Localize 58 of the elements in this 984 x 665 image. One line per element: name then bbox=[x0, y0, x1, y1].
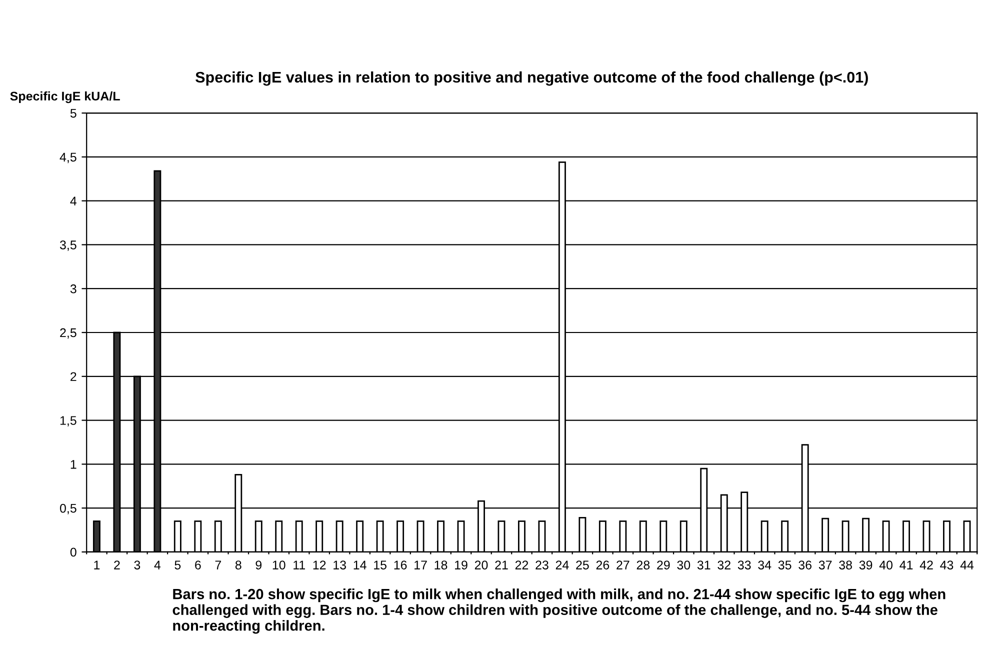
x-tick-label: 34 bbox=[758, 560, 772, 570]
y-tick-label: 3 bbox=[70, 284, 76, 294]
x-tick-label: 12 bbox=[313, 560, 326, 570]
x-tick-label: 4 bbox=[154, 560, 161, 570]
x-tick-label: 36 bbox=[798, 560, 812, 570]
x-tick-label: 7 bbox=[215, 560, 221, 570]
x-tick-label: 1 bbox=[94, 560, 100, 570]
x-tick-label: 27 bbox=[616, 560, 630, 570]
y-tick-label: 0,5 bbox=[60, 504, 76, 514]
x-tick-label: 44 bbox=[960, 560, 974, 570]
x-tick-label: 21 bbox=[495, 560, 508, 570]
x-tick-label: 30 bbox=[677, 560, 690, 570]
x-tick-label: 23 bbox=[536, 560, 548, 570]
x-tick-label: 38 bbox=[839, 560, 852, 570]
y-tick-label: 0 bbox=[70, 548, 76, 557]
x-tick-label: 10 bbox=[272, 560, 286, 570]
x-tick-label: 3 bbox=[134, 560, 140, 570]
x-tick-label: 41 bbox=[900, 560, 913, 570]
y-tick-label: 3,5 bbox=[60, 240, 76, 251]
chart-title: Specific IgE values in relation to positive and negative outcome of the food challenge (p<.01) bbox=[196, 71, 868, 86]
x-tick-label: 33 bbox=[738, 560, 751, 570]
x-tick-label: 11 bbox=[294, 560, 305, 570]
x-tick-label: 5 bbox=[174, 560, 181, 570]
y-tick-label: 1,5 bbox=[60, 416, 76, 426]
x-tick-label: 28 bbox=[636, 560, 650, 570]
x-tick-label: 14 bbox=[354, 560, 366, 570]
y-tick-label: 2 bbox=[70, 372, 76, 381]
x-tick-label: 16 bbox=[394, 560, 407, 570]
x-tick-label: 29 bbox=[657, 560, 670, 570]
x-tick-label: 40 bbox=[879, 560, 892, 570]
y-tick-label: 4,5 bbox=[60, 152, 76, 164]
y-tick-label: 1 bbox=[70, 460, 76, 469]
y-axis-title: Specific IgE kUA/L bbox=[10, 91, 120, 104]
x-tick-label: 2 bbox=[114, 560, 120, 570]
x-tick-label: 9 bbox=[256, 560, 262, 570]
x-tick-label: 15 bbox=[374, 560, 386, 570]
x-tick-label: 24 bbox=[556, 560, 569, 570]
y-tick-label: 2,5 bbox=[60, 328, 76, 339]
x-tick-label: 43 bbox=[940, 560, 954, 570]
x-tick-label: 25 bbox=[576, 560, 589, 570]
x-tick-label: 31 bbox=[697, 560, 710, 570]
x-tick-label: 20 bbox=[474, 560, 488, 570]
x-tick-label: 8 bbox=[235, 560, 242, 570]
x-tick-label: 37 bbox=[818, 560, 832, 570]
x-tick-label: 19 bbox=[455, 560, 468, 570]
x-tick-label: 18 bbox=[434, 560, 448, 570]
x-tick-label: 42 bbox=[920, 560, 933, 570]
y-tick-label: 4 bbox=[70, 196, 77, 206]
text: Bars no. 1-20 show specific IgE to milk when challenged with milk, and no. 21-44 show specific IgE to egg when challenged with egg. Bars no. 1-4 show children with positive outcome of the challenge, and no. 5-44 show the non-reacting children. bbox=[172, 588, 946, 634]
y-tick-label: 5 bbox=[70, 108, 76, 118]
x-tick-label: 32 bbox=[718, 560, 730, 570]
x-tick-label: 35 bbox=[778, 560, 792, 570]
x-tick-label: 13 bbox=[334, 560, 346, 570]
x-tick-label: 26 bbox=[596, 560, 610, 570]
x-tick-label: 17 bbox=[414, 560, 427, 570]
x-tick-label: 22 bbox=[515, 560, 528, 570]
x-tick-label: 39 bbox=[859, 560, 872, 570]
x-tick-label: 6 bbox=[195, 560, 201, 570]
